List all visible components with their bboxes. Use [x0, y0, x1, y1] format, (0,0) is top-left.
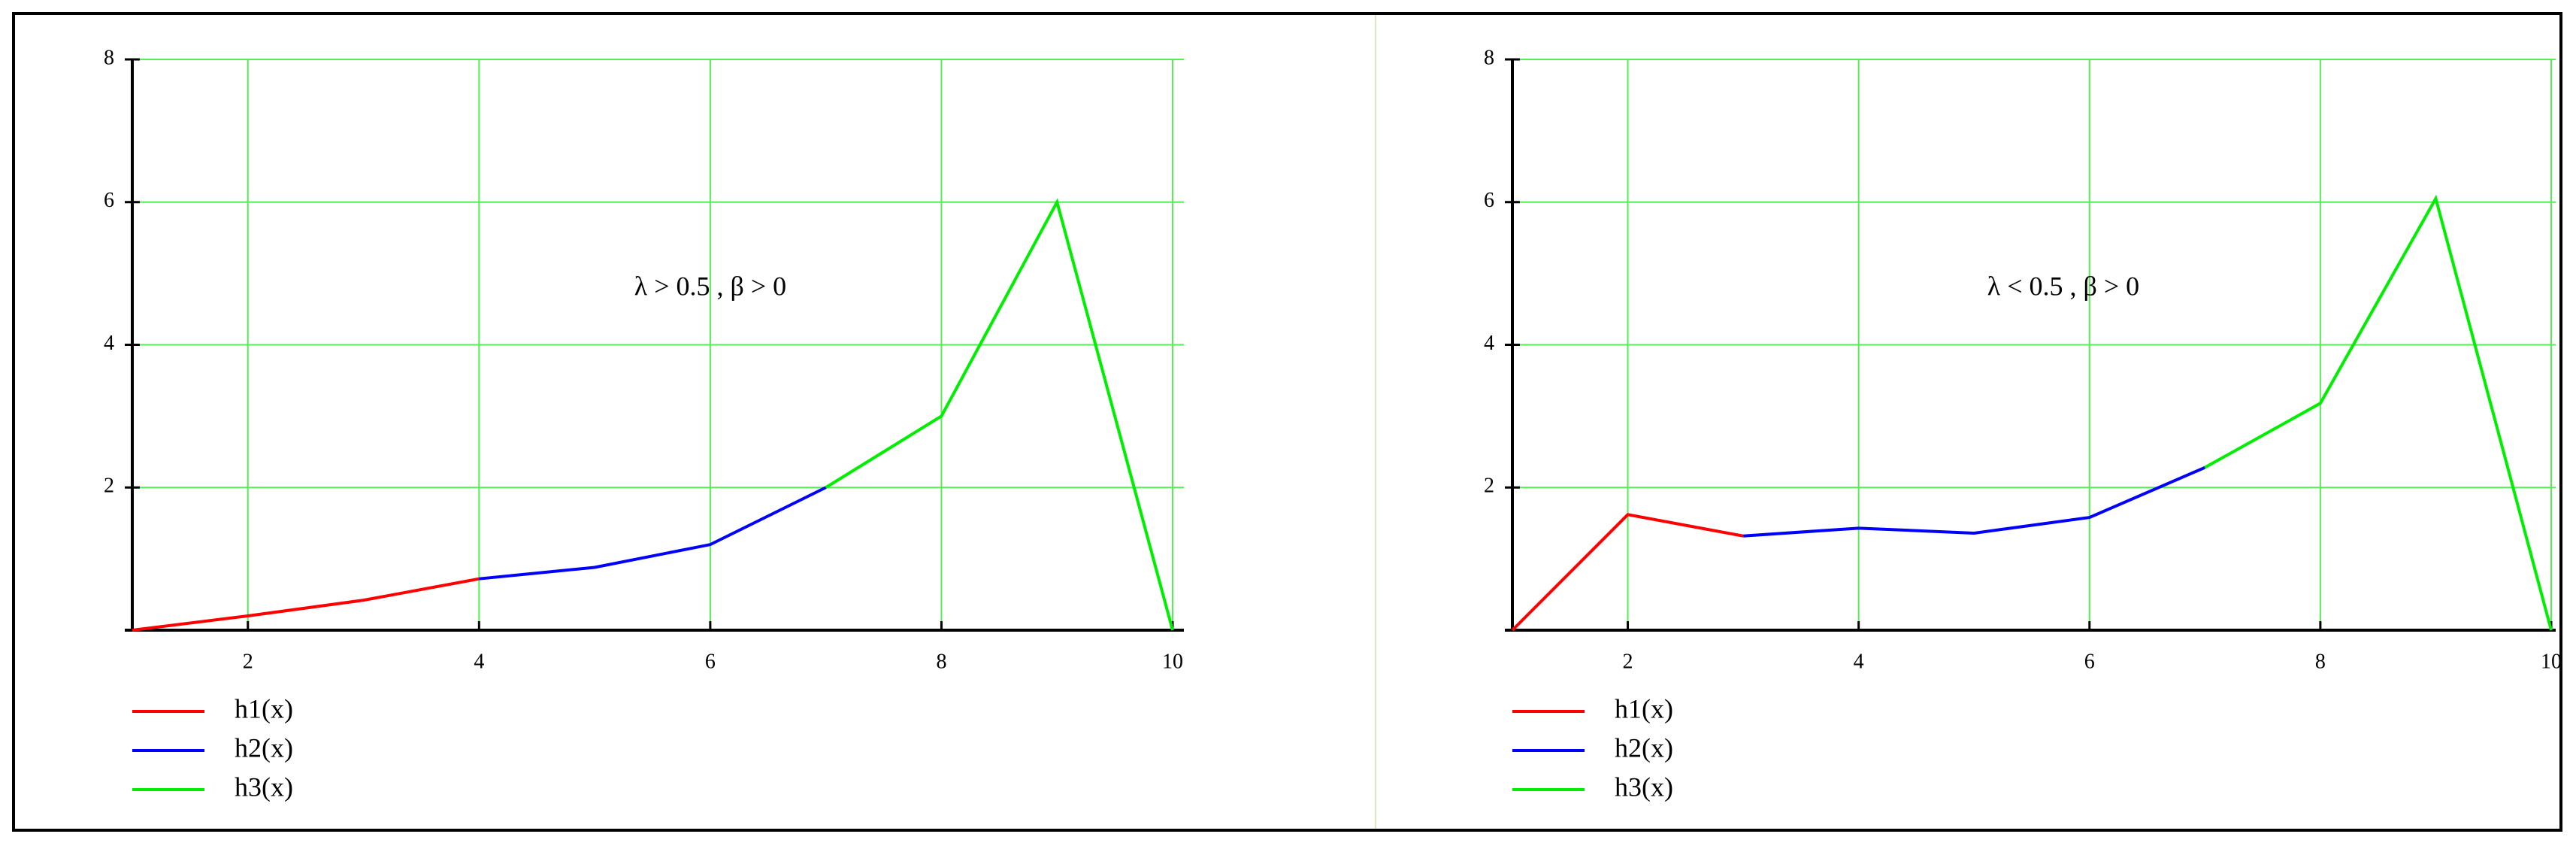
x-tick-label: 10 [2541, 650, 2562, 673]
legend-label: h3(x) [1615, 772, 1673, 802]
x-tick-label: 6 [705, 650, 716, 673]
legend-label: h3(x) [235, 772, 293, 802]
line-series [1511, 513, 1744, 632]
line-series [2204, 194, 2553, 631]
x-tick-label: 2 [243, 650, 253, 673]
legend-label: h2(x) [235, 732, 293, 763]
y-tick-label: 8 [1484, 46, 1494, 69]
x-tick-label: 4 [1854, 650, 1864, 673]
x-tick-label: 10 [1162, 650, 1183, 673]
y-tick-label: 8 [104, 46, 114, 69]
legend-label: h1(x) [235, 693, 293, 723]
x-tick-label: 6 [2084, 650, 2095, 673]
x-tick-label: 4 [474, 650, 484, 673]
y-tick-label: 4 [104, 332, 114, 355]
line-series [132, 577, 480, 632]
annotation: λ > 0.5 , β > 0 [634, 271, 786, 301]
x-tick-label: 8 [936, 650, 946, 673]
line-series [479, 486, 827, 581]
annotation: λ < 0.5 , β > 0 [1987, 271, 2139, 301]
y-tick-label: 2 [1484, 475, 1494, 498]
y-tick-label: 6 [104, 189, 114, 212]
frame [12, 12, 2562, 832]
legend-label: h1(x) [1615, 693, 1673, 723]
legend-label: h2(x) [1615, 732, 1673, 763]
x-tick-label: 2 [1623, 650, 1633, 673]
y-tick-label: 6 [1484, 189, 1494, 212]
y-tick-label: 4 [1484, 332, 1494, 355]
x-tick-label: 8 [2315, 650, 2326, 673]
line-series [825, 198, 1174, 631]
y-tick-label: 2 [104, 475, 114, 498]
line-series [1742, 465, 2206, 538]
